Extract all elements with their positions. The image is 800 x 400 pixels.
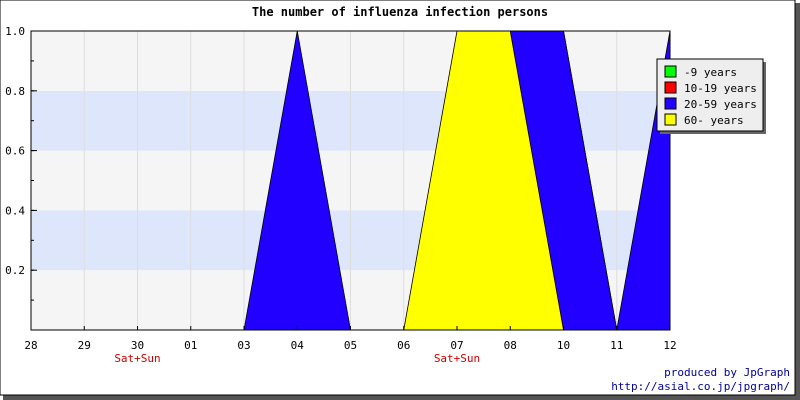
x-tick-label: 07 — [450, 339, 463, 352]
x-tick-label: 05 — [344, 339, 357, 352]
x-tick-label: 01 — [184, 339, 197, 352]
x-tick-label: 12 — [663, 339, 676, 352]
y-tick-label: 0.2 — [5, 264, 25, 277]
plot-area — [30, 30, 671, 331]
y-tick-label: 0.4 — [5, 204, 25, 217]
credit-line-1[interactable]: produced by JpGraph — [664, 366, 790, 379]
legend: -9 years 10-19 years 20-59 years 60- years — [656, 58, 766, 134]
legend-swatch-1 — [664, 81, 677, 94]
x-tick-sublabel: Sat+Sun — [434, 352, 480, 365]
y-tick-label: 0.8 — [5, 85, 25, 98]
legend-label-0: -9 years — [684, 66, 737, 79]
legend-swatch-2 — [664, 97, 677, 110]
x-tick-label: 28 — [24, 339, 37, 352]
legend-swatch-0 — [664, 65, 677, 78]
x-tick-label: 06 — [397, 339, 410, 352]
legend-swatch-3 — [664, 113, 677, 126]
legend-label-3: 60- years — [684, 114, 744, 127]
legend-label-2: 20-59 years — [684, 98, 757, 111]
x-tick-label: 04 — [291, 339, 305, 352]
x-tick-label: 11 — [610, 339, 623, 352]
legend-label-1: 10-19 years — [684, 82, 757, 95]
credit-line-2[interactable]: http://asial.co.jp/jpgraph/ — [611, 380, 790, 393]
x-tick-label: 30 — [131, 339, 144, 352]
x-tick-label: 08 — [504, 339, 517, 352]
x-tick-sublabel: Sat+Sun — [114, 352, 160, 365]
x-tick-label: 03 — [237, 339, 250, 352]
x-tick-label: 29 — [78, 339, 91, 352]
y-tick-label: 0.6 — [5, 145, 25, 158]
y-tick-label: 1.0 — [5, 25, 25, 38]
chart-title: The number of influenza infection person… — [252, 5, 548, 19]
x-tick-label: 10 — [557, 339, 570, 352]
